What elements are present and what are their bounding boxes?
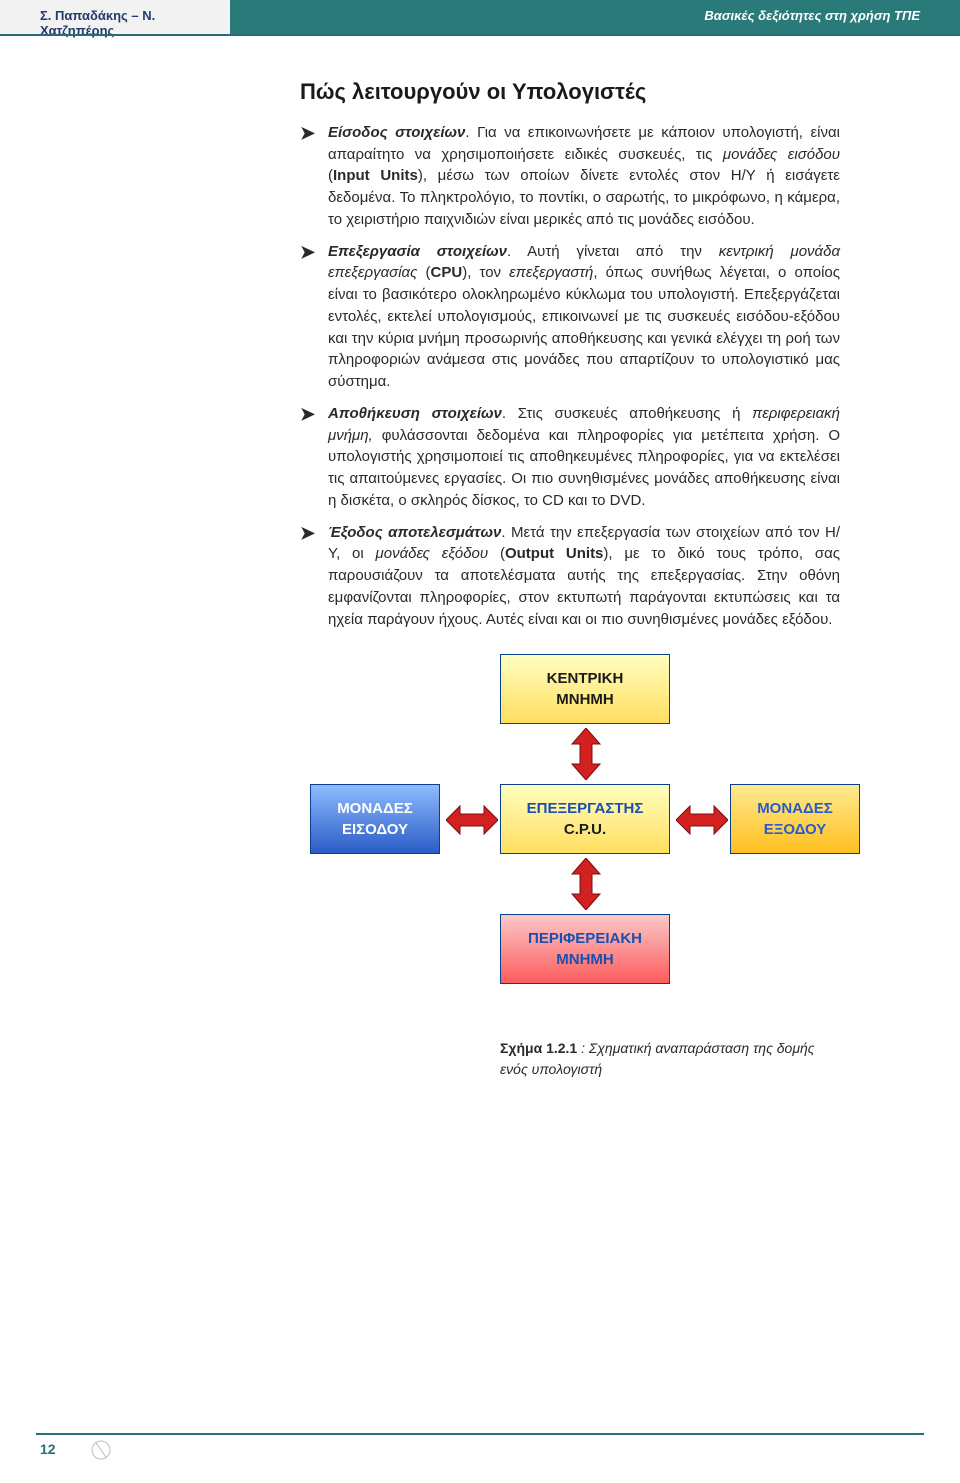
- footer-divider: [36, 1433, 924, 1435]
- item-text: Επεξεργασία στοιχείων. Αυτή γίνεται από …: [328, 241, 840, 393]
- item-text: Είσοδος στοιχείων. Για να επικοινωνήσετε…: [328, 122, 840, 231]
- bullet-arrow-icon: ➤: [300, 122, 328, 231]
- double-arrow-icon: [446, 802, 498, 838]
- page-header: Σ. Παπαδάκης – Ν. Χατζηπέρης Βασικές δεξ…: [0, 0, 960, 34]
- bullet-arrow-icon: ➤: [300, 241, 328, 393]
- box-input-units: ΜΟΝΑΔΕΣ ΕΙΣΟΔΟΥ: [310, 784, 440, 854]
- architecture-diagram: ΚΕΝΤΡΙΚΗ ΜΝΗΜΗ ΕΠΕΞΕΡΓΑΣΤΗΣ C.P.U. ΜΟΝΑΔ…: [300, 654, 860, 1034]
- box-cpu: ΕΠΕΞΕΡΓΑΣΤΗΣ C.P.U.: [500, 784, 670, 854]
- header-authors: Σ. Παπαδάκης – Ν. Χατζηπέρης: [0, 0, 230, 34]
- box-peripheral-memory: ΠΕΡΙΦΕΡΕΙΑΚΗ ΜΝΗΜΗ: [500, 914, 670, 984]
- double-arrow-icon: [560, 728, 612, 780]
- item-text: Έξοδος αποτελεσμάτων. Μετά την επεξεργασ…: [328, 522, 840, 631]
- double-arrow-icon: [676, 802, 728, 838]
- item-text: Αποθήκευση στοιχείων. Στις συσκευές αποθ…: [328, 403, 840, 512]
- list-item: ➤ Είσοδος στοιχείων. Για να επικοινωνήσε…: [300, 122, 840, 231]
- box-output-units: ΜΟΝΑΔΕΣ ΕΞΟΔΟΥ: [730, 784, 860, 854]
- double-arrow-icon: [560, 858, 612, 910]
- footer-ornament-icon: [70, 1427, 98, 1455]
- page-title: Πώς λειτουργούν οι Υπολογιστές: [300, 76, 840, 108]
- page-footer: 12: [0, 1433, 960, 1483]
- header-title: Βασικές δεξιότητες στη χρήση ΤΠΕ: [230, 0, 960, 34]
- list-item: ➤ Έξοδος αποτελεσμάτων. Μετά την επεξεργ…: [300, 522, 840, 631]
- bullet-arrow-icon: ➤: [300, 522, 328, 631]
- page-content: Πώς λειτουργούν οι Υπολογιστές ➤ Είσοδος…: [0, 36, 960, 1433]
- box-main-memory: ΚΕΝΤΡΙΚΗ ΜΝΗΜΗ: [500, 654, 670, 724]
- page-number: 12: [40, 1441, 56, 1457]
- list-item: ➤ Αποθήκευση στοιχείων. Στις συσκευές απ…: [300, 403, 840, 512]
- figure-caption: Σχήμα 1.2.1 : Σχηματική αναπαράσταση της…: [500, 1038, 840, 1079]
- bullet-arrow-icon: ➤: [300, 403, 328, 512]
- list-item: ➤ Επεξεργασία στοιχείων. Αυτή γίνεται απ…: [300, 241, 840, 393]
